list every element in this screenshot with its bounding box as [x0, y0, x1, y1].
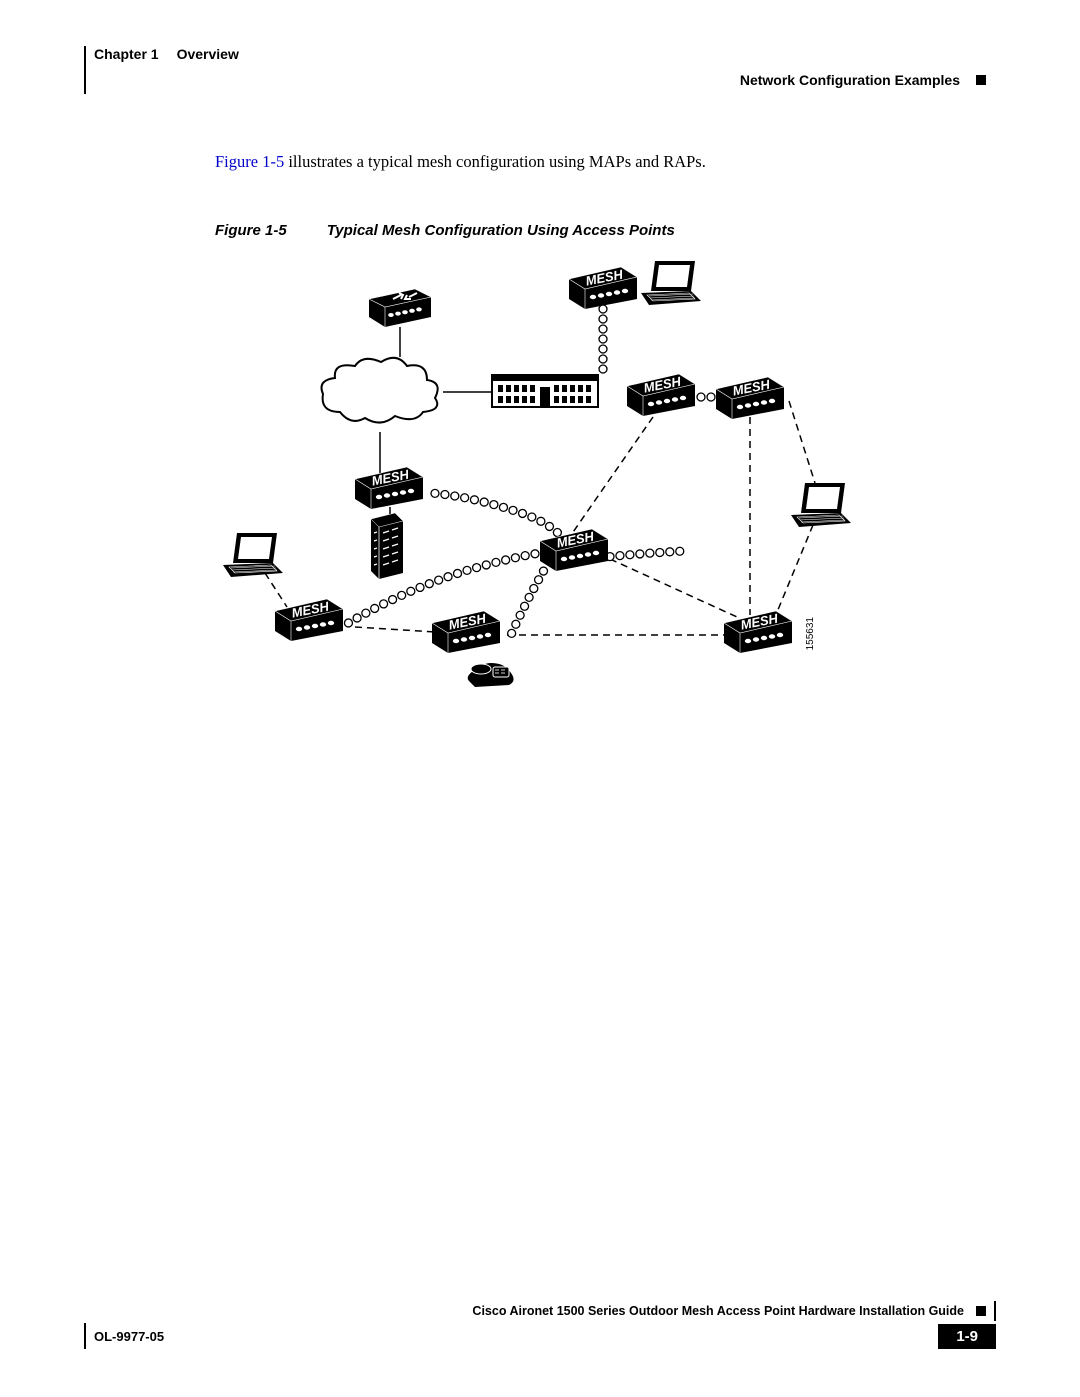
document-id: OL-9977-05: [94, 1329, 164, 1344]
mesh-node-icon: MESH: [536, 527, 612, 571]
footer-upper-row: Cisco Aironet 1500 Series Outdoor Mesh A…: [84, 1301, 996, 1321]
building-icon: [490, 365, 600, 409]
header-top-row: Chapter 1 Overview: [86, 46, 996, 62]
router-icon: [365, 287, 435, 327]
chapter-title: Overview: [177, 46, 239, 62]
mesh-node-icon: MESH: [271, 597, 347, 641]
page-number: 1-9: [938, 1324, 996, 1349]
mesh-node-icon: MESH: [351, 465, 427, 509]
header-bottom-row: Network Configuration Examples: [86, 72, 996, 88]
figure-reference-link[interactable]: Figure 1-5: [215, 152, 284, 171]
mesh-node-icon: MESH: [712, 375, 788, 419]
server-icon: [365, 511, 405, 581]
mesh-node-icon: MESH: [720, 609, 796, 653]
intro-text: illustrates a typical mesh configuration…: [284, 152, 706, 171]
mesh-node-icon: MESH: [623, 372, 699, 416]
chapter-label: Chapter 1: [94, 46, 159, 62]
network-diagram: IP 155631 MESH MESH MESH: [215, 257, 915, 707]
intro-paragraph: Figure 1-5 illustrates a typical mesh co…: [215, 152, 996, 172]
svg-text:IP: IP: [495, 655, 504, 665]
header-marker-icon: [976, 75, 986, 85]
mesh-node-icon: MESH: [565, 265, 641, 309]
mesh-node-icon: MESH: [428, 609, 504, 653]
section-title: Network Configuration Examples: [740, 72, 960, 88]
laptop-icon: [785, 479, 855, 533]
laptop-icon: [635, 257, 705, 311]
page-header: Chapter 1 Overview Network Configuration…: [84, 46, 996, 94]
footer-marker-icon: [976, 1306, 986, 1316]
figure-number: Figure 1-5: [215, 222, 287, 239]
diagram-image-id: 155631: [805, 617, 816, 650]
figure-caption: Figure 1-5 Typical Mesh Configuration Usi…: [215, 222, 996, 239]
cloud-icon: [315, 352, 445, 432]
laptop-icon: [217, 529, 287, 583]
ip-phone-icon: IP: [463, 653, 519, 691]
guide-title: Cisco Aironet 1500 Series Outdoor Mesh A…: [472, 1304, 964, 1318]
figure-title: Typical Mesh Configuration Using Access …: [327, 222, 675, 239]
page-footer: Cisco Aironet 1500 Series Outdoor Mesh A…: [84, 1301, 996, 1349]
page-content: Figure 1-5 illustrates a typical mesh co…: [215, 152, 996, 707]
footer-lower-row: OL-9977-05 1-9: [84, 1323, 996, 1349]
